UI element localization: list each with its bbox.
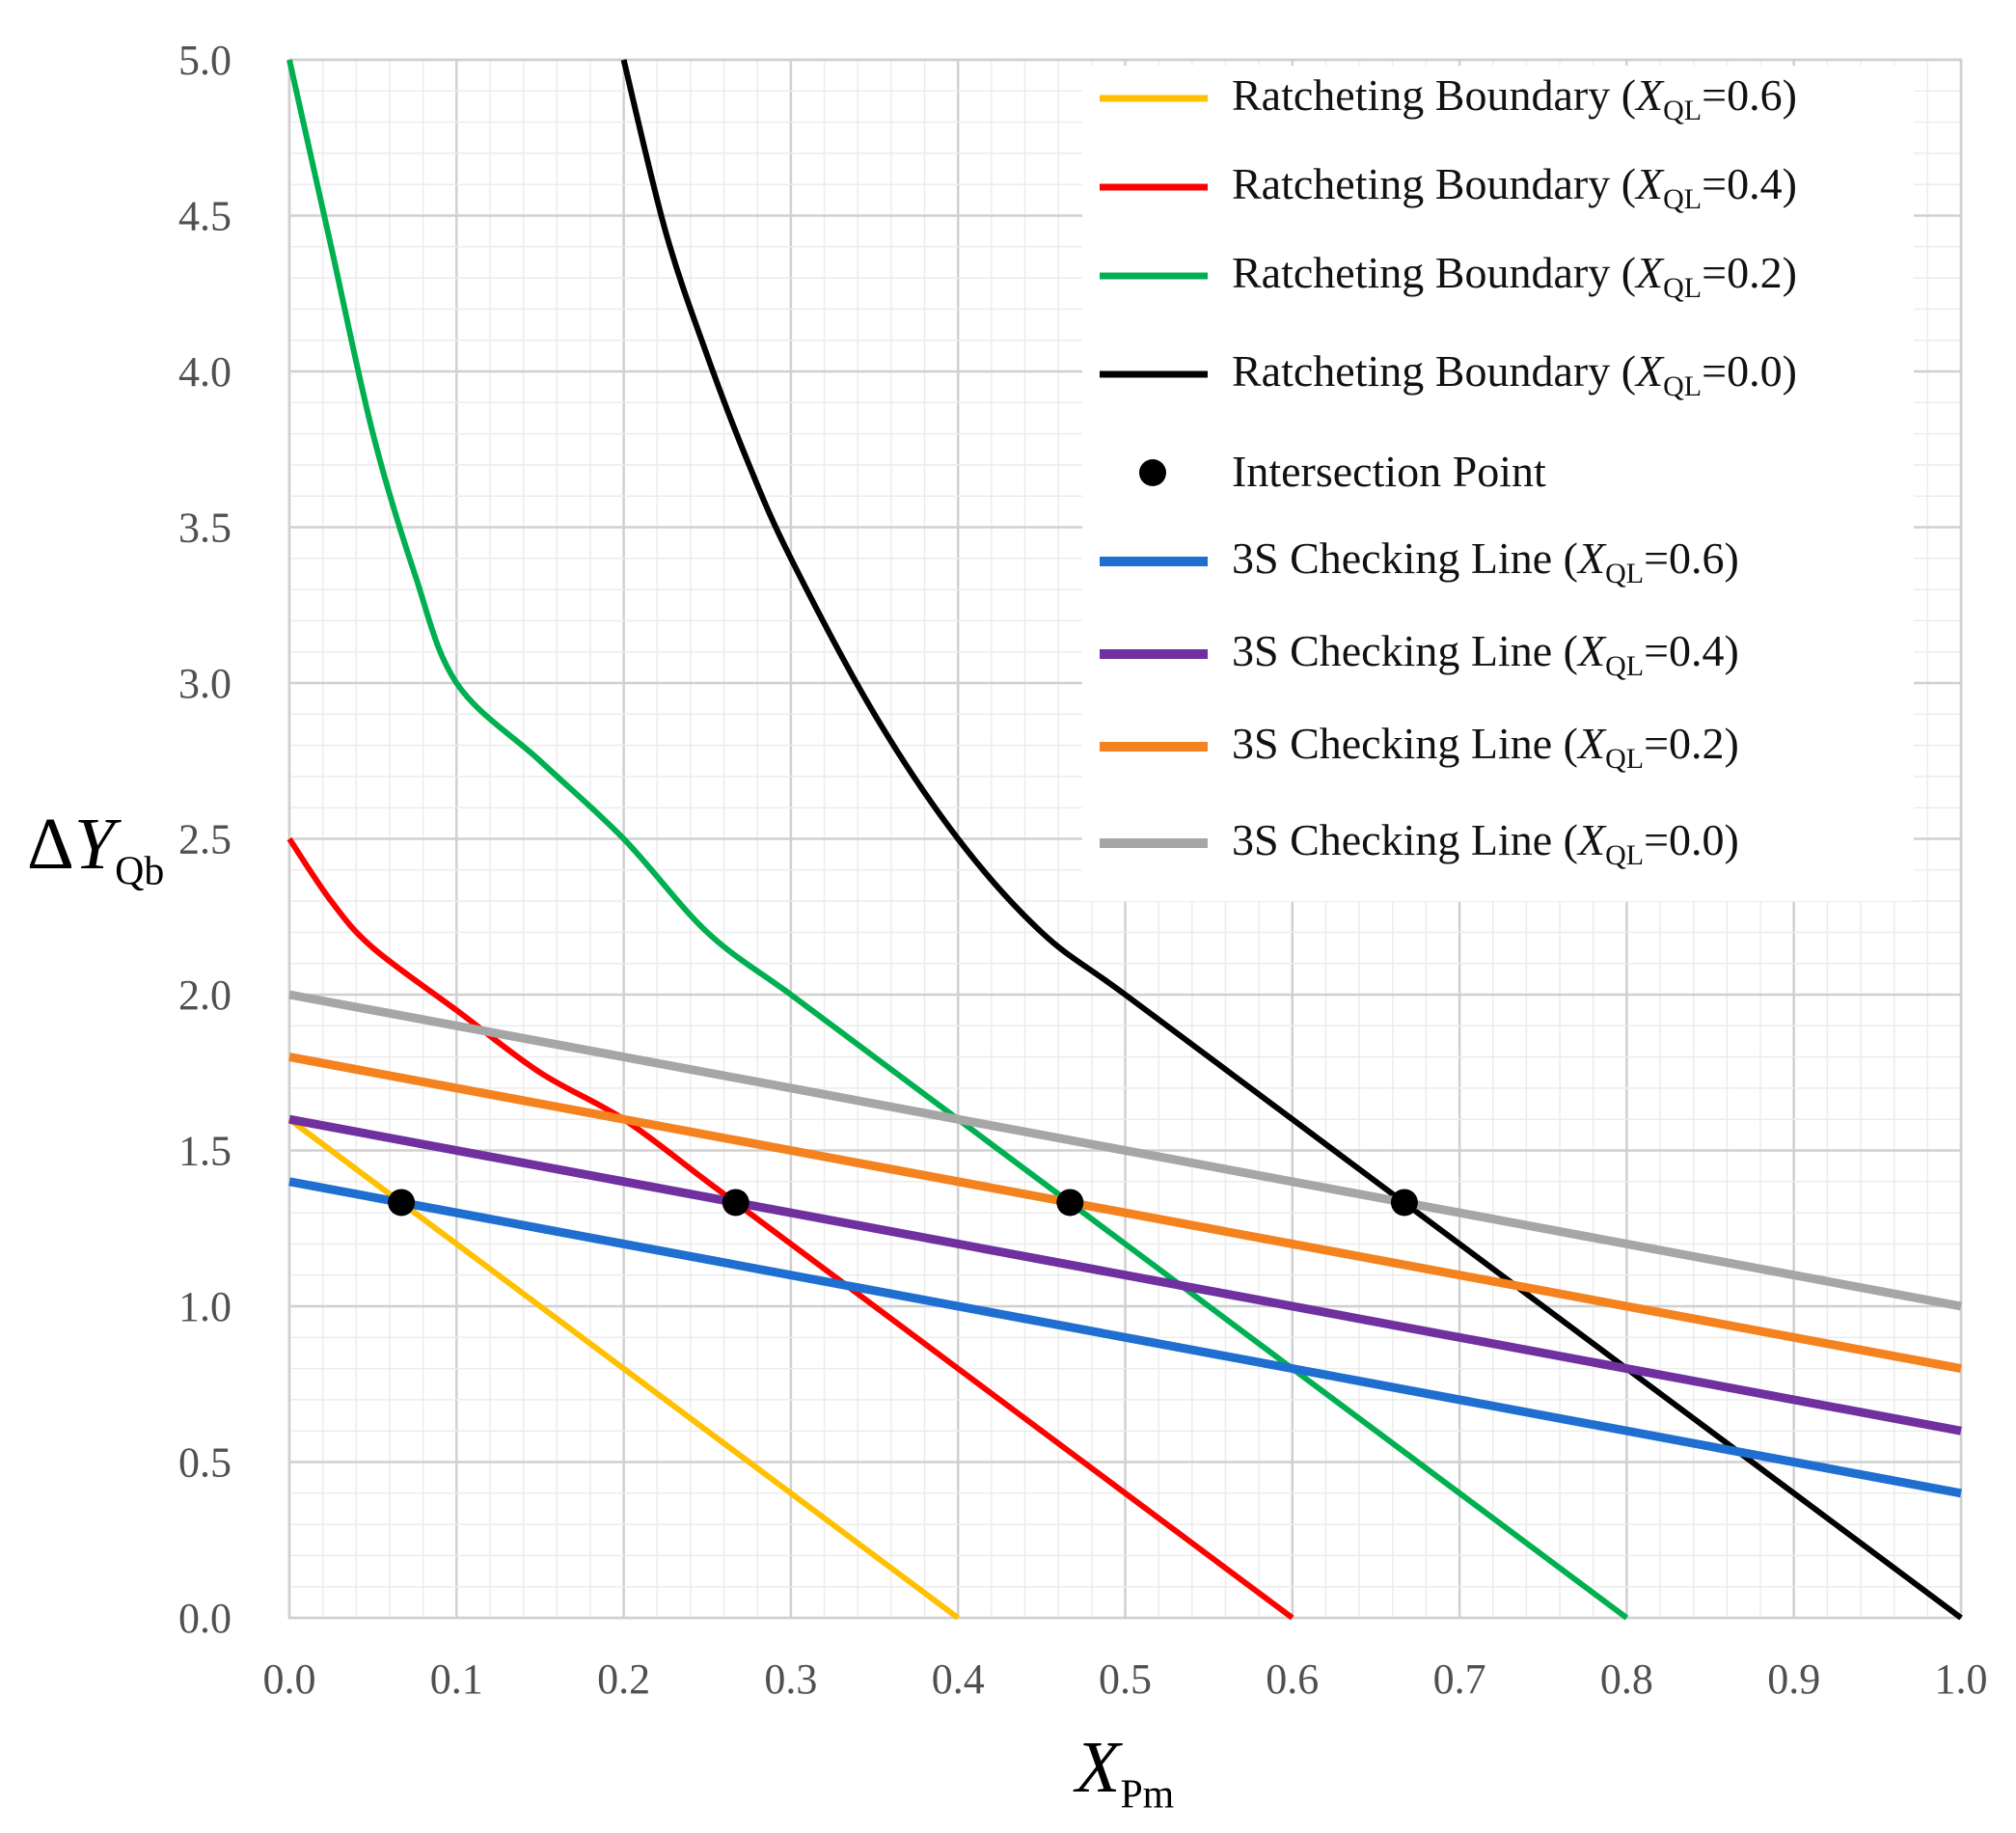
y-tick-label: 4.0 <box>178 348 232 396</box>
legend-label: Ratcheting Boundary (XQL=0.6) <box>1232 70 1797 126</box>
x-tick-label: 0.3 <box>764 1655 817 1703</box>
x-tick-label: 1.0 <box>1935 1655 1988 1703</box>
x-tick-label: 0.6 <box>1266 1655 1319 1703</box>
y-tick-label: 0.5 <box>178 1439 232 1487</box>
axis-titles: XPm ΔYQb <box>27 804 1174 1818</box>
x-tick-label: 0.4 <box>932 1655 985 1703</box>
intersection-points <box>388 1189 1418 1217</box>
series-line-7 <box>288 990 1962 1311</box>
legend-label: Intersection Point <box>1232 447 1546 496</box>
y-axis-title: ΔYQb <box>27 804 164 894</box>
tick-labels: 0.0 0.1 0.2 0.3 0.4 0.5 0.6 0.7 0.8 0.9 1.0 0.0 0.5 1… <box>178 37 1988 1703</box>
legend-marker-intersection <box>1139 459 1166 486</box>
intersection-point-3 <box>1390 1189 1418 1217</box>
x-tick-label: 0.2 <box>597 1655 650 1703</box>
y-tick-label: 1.5 <box>178 1128 232 1175</box>
intersection-point-0 <box>388 1189 416 1217</box>
x-tick-label: 0.5 <box>1099 1655 1152 1703</box>
legend-box <box>1082 66 1914 901</box>
series-line-6 <box>288 1053 1962 1374</box>
x-tick-label: 0.9 <box>1767 1655 1820 1703</box>
series-line-1 <box>286 836 1294 1621</box>
y-tick-label: 2.5 <box>178 816 232 863</box>
legend-label: Ratcheting Boundary (XQL=0.4) <box>1232 159 1797 215</box>
y-tick-label: 4.5 <box>178 193 232 240</box>
intersection-point-1 <box>722 1189 749 1217</box>
legend-label: 3S Checking Line (XQL=0.4) <box>1232 626 1739 682</box>
legend-label: 3S Checking Line (XQL=0.0) <box>1232 815 1739 871</box>
series-lines <box>286 59 1963 1621</box>
y-tick-label: 3.5 <box>178 505 232 552</box>
y-tick-label: 1.0 <box>178 1283 232 1330</box>
legend-label: 3S Checking Line (XQL=0.2) <box>1232 719 1739 775</box>
legend-label: Ratcheting Boundary (XQL=0.0) <box>1232 346 1797 402</box>
legend-label: Ratcheting Boundary (XQL=0.2) <box>1232 248 1797 304</box>
series-line-4 <box>288 1177 1962 1498</box>
x-tick-label: 0.8 <box>1600 1655 1653 1703</box>
y-tick-label: 0.0 <box>178 1595 232 1642</box>
intersection-point-2 <box>1056 1189 1084 1217</box>
y-tick-label: 2.0 <box>178 971 232 1019</box>
legend: Ratcheting Boundary (XQL=0.6) Ratcheting … <box>1082 66 1914 901</box>
legend-label: 3S Checking Line (XQL=0.6) <box>1232 533 1739 589</box>
y-tick-label: 5.0 <box>178 37 232 84</box>
x-tick-label: 0.0 <box>263 1655 316 1703</box>
series-line-5 <box>288 1114 1962 1436</box>
x-tick-label: 0.1 <box>430 1655 483 1703</box>
x-tick-label: 0.7 <box>1433 1655 1486 1703</box>
x-axis-title: XPm <box>1073 1727 1174 1818</box>
y-tick-label: 3.0 <box>178 660 232 707</box>
